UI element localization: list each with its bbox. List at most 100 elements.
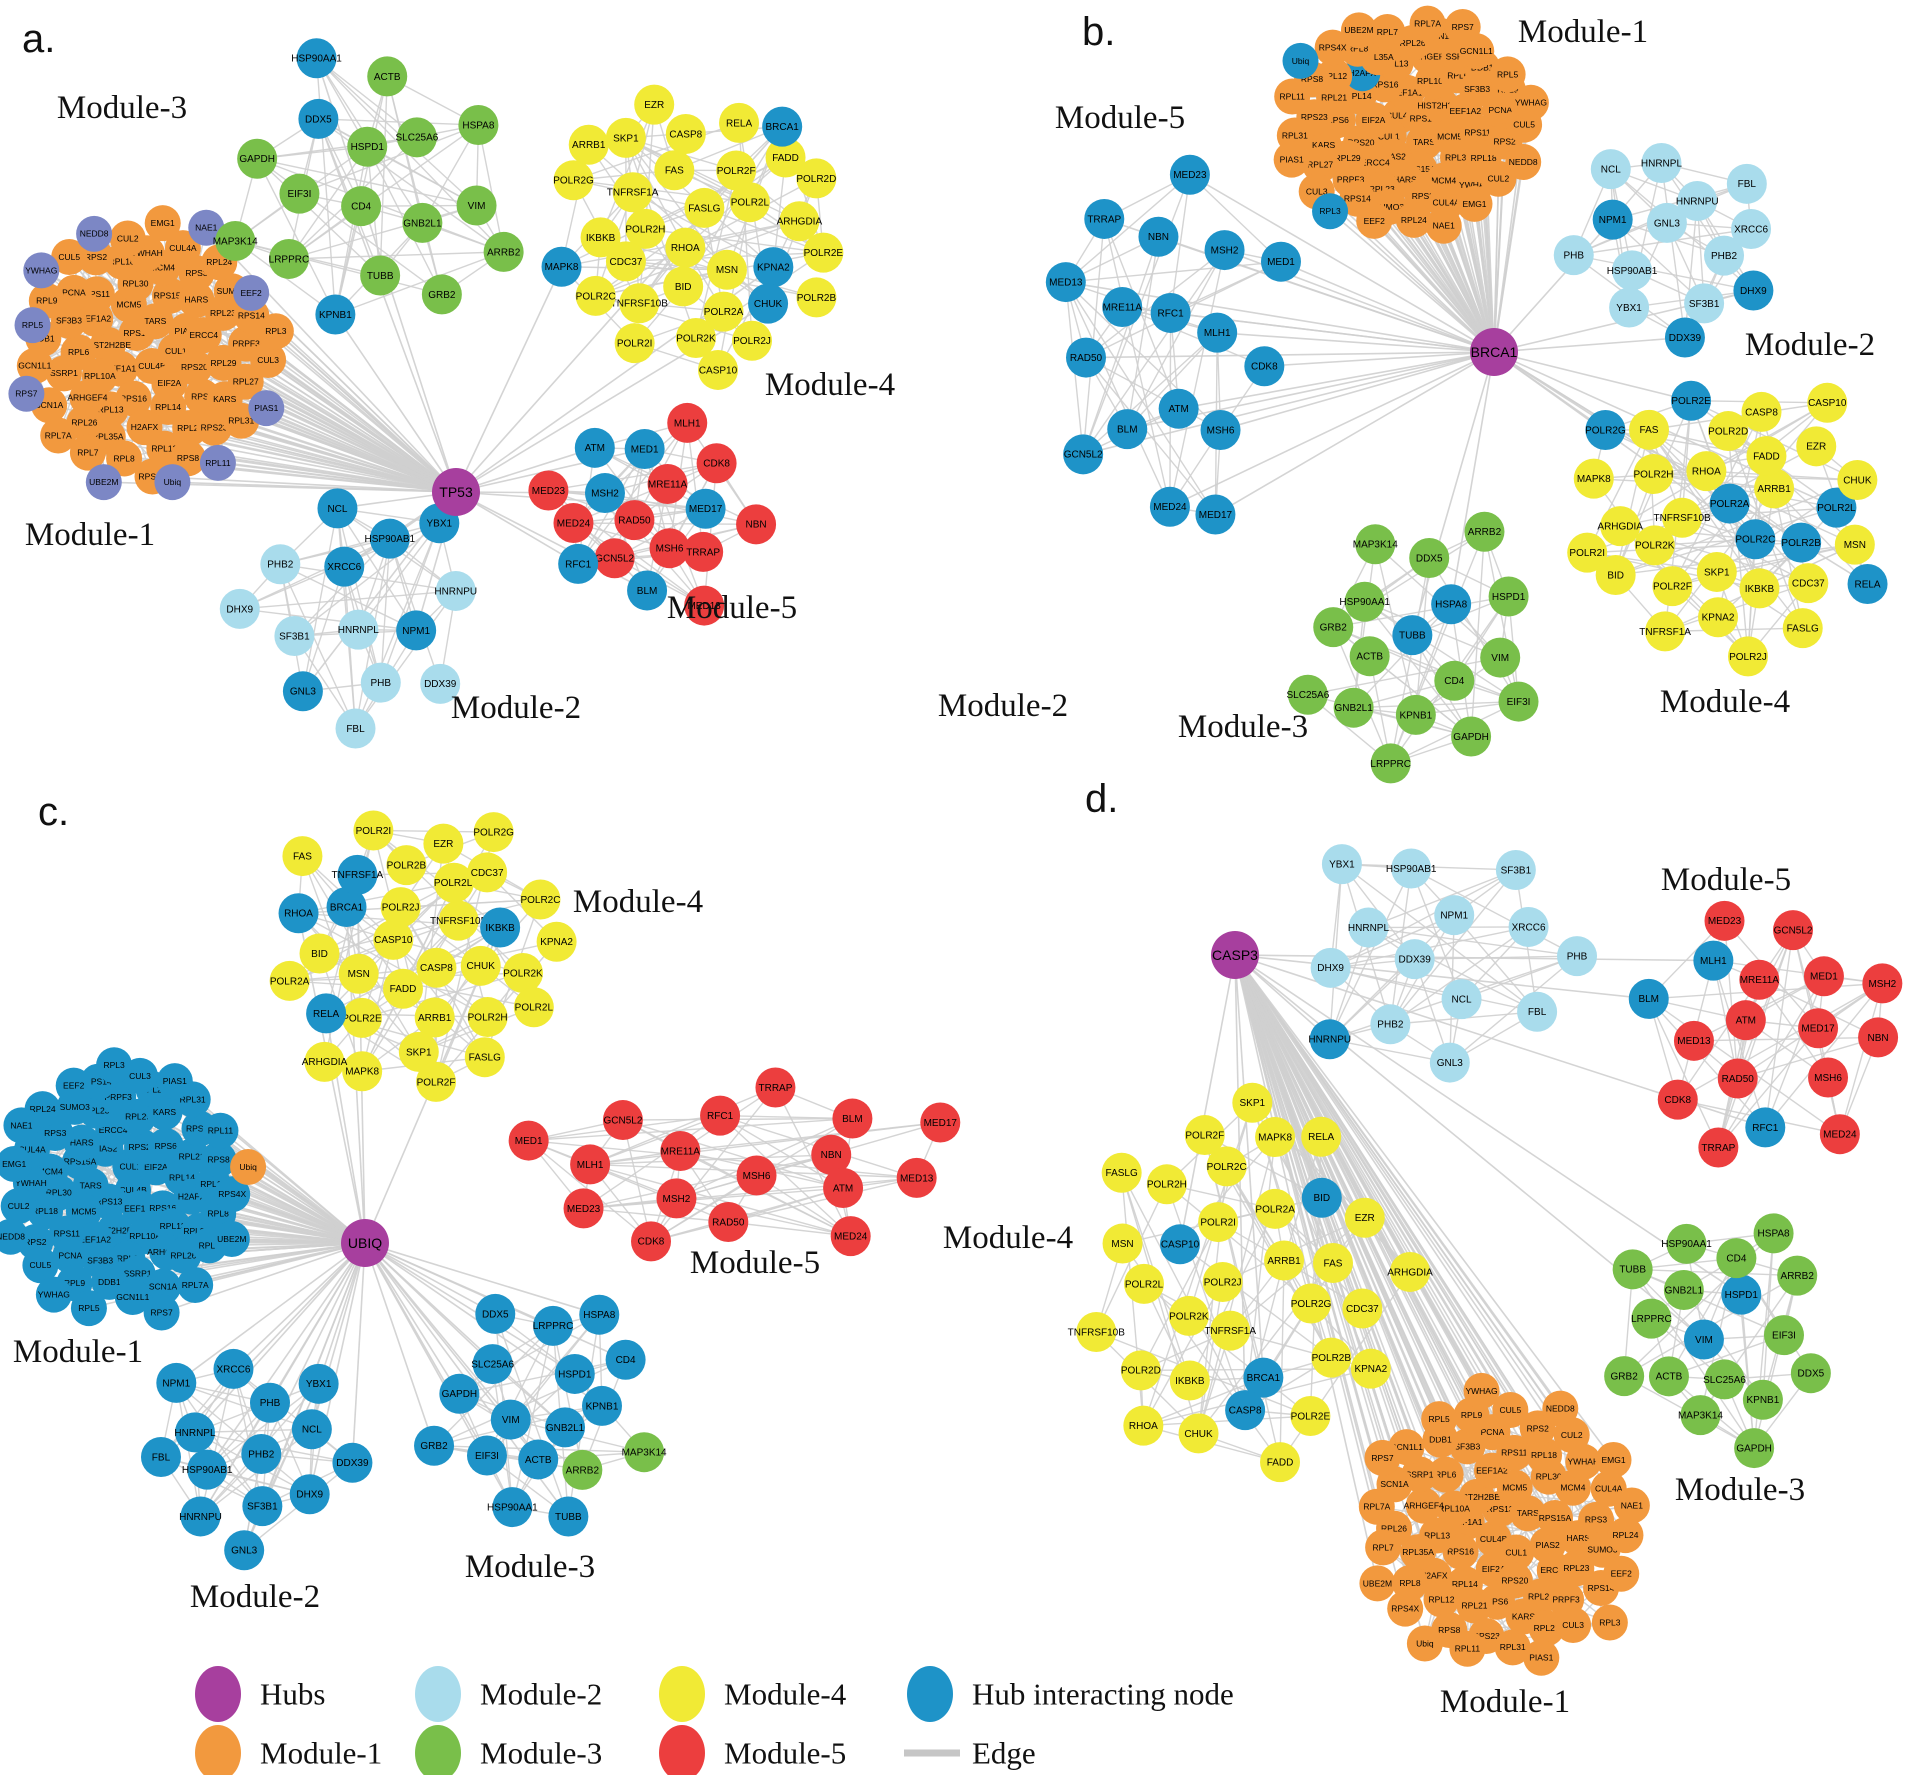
gene-node [1313,607,1354,648]
gene-node [528,470,569,511]
gene-node [55,274,92,311]
gene-node-label: POLR2G [553,176,594,187]
gene-node [1400,1534,1437,1571]
gene-node-label: MSH2 [591,488,619,499]
edge [1389,869,1517,1025]
gene-node-label: ARRB1 [572,140,606,151]
gene-node-label: DDX5 [1416,553,1443,564]
gene-node [700,1095,741,1136]
gene-node [55,1067,92,1104]
edge [1428,557,1520,702]
gene-node-label: RPS11 [1501,1448,1528,1458]
gene-node [70,1290,107,1327]
gene-node-label: FBL [346,724,365,735]
gene-node-label: EIF2A [1362,115,1386,125]
gene-node-label: KPNB1 [586,1401,619,1412]
gene-node-label: SCN1A [35,400,64,410]
legend-swatch [907,1666,953,1722]
gene-node [823,1168,864,1209]
hub-edge [265,407,457,493]
edge [1204,1134,1323,1199]
edge [1668,1257,1738,1377]
edge [528,1117,853,1142]
gene-node [1590,149,1631,190]
gene-node-label: MED23 [567,1204,601,1215]
gene-node-label: RPS16 [1447,1546,1474,1556]
gene-node-label: ARRB2 [1781,1271,1815,1282]
gene-node-label: EEF2 [241,288,263,298]
gene-node [1523,1639,1560,1676]
gene-node-label: CDC37 [1792,579,1825,590]
gene-node [602,1100,643,1141]
module-label: Module-1 [25,517,155,553]
gene-node-label: RPS4X [1391,1603,1419,1613]
gene-node-label: POLR2E [804,248,844,259]
gene-node [1255,1116,1296,1157]
gene-node [518,1439,559,1480]
gene-node [382,968,423,1009]
gene-node [178,281,215,318]
hub-edge [364,1242,496,1315]
gene-node-label: KPNA2 [1702,613,1735,624]
gene-node-label: CUL2 [1488,174,1510,184]
gene-node [1704,900,1745,941]
hub-node-label: UBIQ [348,1235,382,1251]
module-label: Module-1 [13,1334,143,1370]
gene-node [1387,1590,1424,1627]
gene-node-label: POLR2K [1635,541,1675,552]
gene-node-label: CD4 [1726,1254,1746,1265]
edge [1648,998,1766,1128]
gene-node-label: HSP90AB1 [1607,266,1658,277]
gene-node-label: MED17 [1199,510,1233,521]
gene-node-label: SF3B3 [1464,84,1490,94]
gene-node [1631,1298,1672,1339]
gene-node [1565,1443,1602,1480]
gene-node-label: RPL8 [208,1209,230,1219]
gene-node-label: ACTB [525,1455,552,1466]
edge [298,882,455,914]
gene-node [803,232,844,273]
gene-node-label: RPL13 [1424,1530,1450,1540]
gene-node-label: RPL18 [1531,1450,1557,1460]
gene-node [1746,435,1787,476]
gene-node [1489,56,1526,93]
gene-node [1394,939,1435,980]
gene-node-label: H2AFX [178,1191,206,1201]
gene-node-label: SUMO3 [60,1102,91,1112]
gene-node [215,220,256,261]
edge [477,124,505,253]
gene-node-label: MAPK8 [1577,474,1611,485]
gene-node-label: RPS13 [1487,1504,1514,1514]
hub-edge [1413,219,1495,353]
gene-node [1663,1270,1704,1311]
edge [1470,531,1486,737]
panel-letter-c: c. [38,790,69,834]
gene-node [1197,312,1238,353]
gene-node-label: PHB2 [1377,1020,1404,1031]
gene-node [1076,1311,1117,1352]
module-label: Module-3 [465,1549,595,1585]
gene-node-label: POLR2D [434,878,474,889]
edge [573,522,705,607]
gene-node-label: RPS13 [95,1196,122,1206]
edge [1664,582,1809,633]
gene-node-label: RPS6 [1486,1597,1508,1607]
gene-node-label: ARHGDIA [1387,1267,1433,1278]
gene-node-label: HIST2H2BE [1454,1492,1501,1502]
gene-node-label: EMG1 [151,218,175,228]
gene-node-label: Ubiq [164,477,182,487]
hub-edge [364,1242,600,1316]
legend-swatch [659,1666,705,1722]
gene-node-label: YWHAG [38,1290,70,1300]
gene-node-label: MED23 [1708,916,1742,927]
edge [1764,930,1794,1128]
gene-node-label: HSP90AA1 [1339,597,1390,608]
gene-node [360,662,401,703]
gene-node-label: YBX1 [1329,860,1355,871]
gene-node-label: RPS8 [1301,74,1323,84]
gene-node-label: MED24 [834,1232,868,1243]
gene-node-label: SF3B1 [247,1502,278,1513]
edge [299,124,479,195]
gene-node [1517,991,1558,1032]
gene-node-label: MSN [1844,540,1866,551]
